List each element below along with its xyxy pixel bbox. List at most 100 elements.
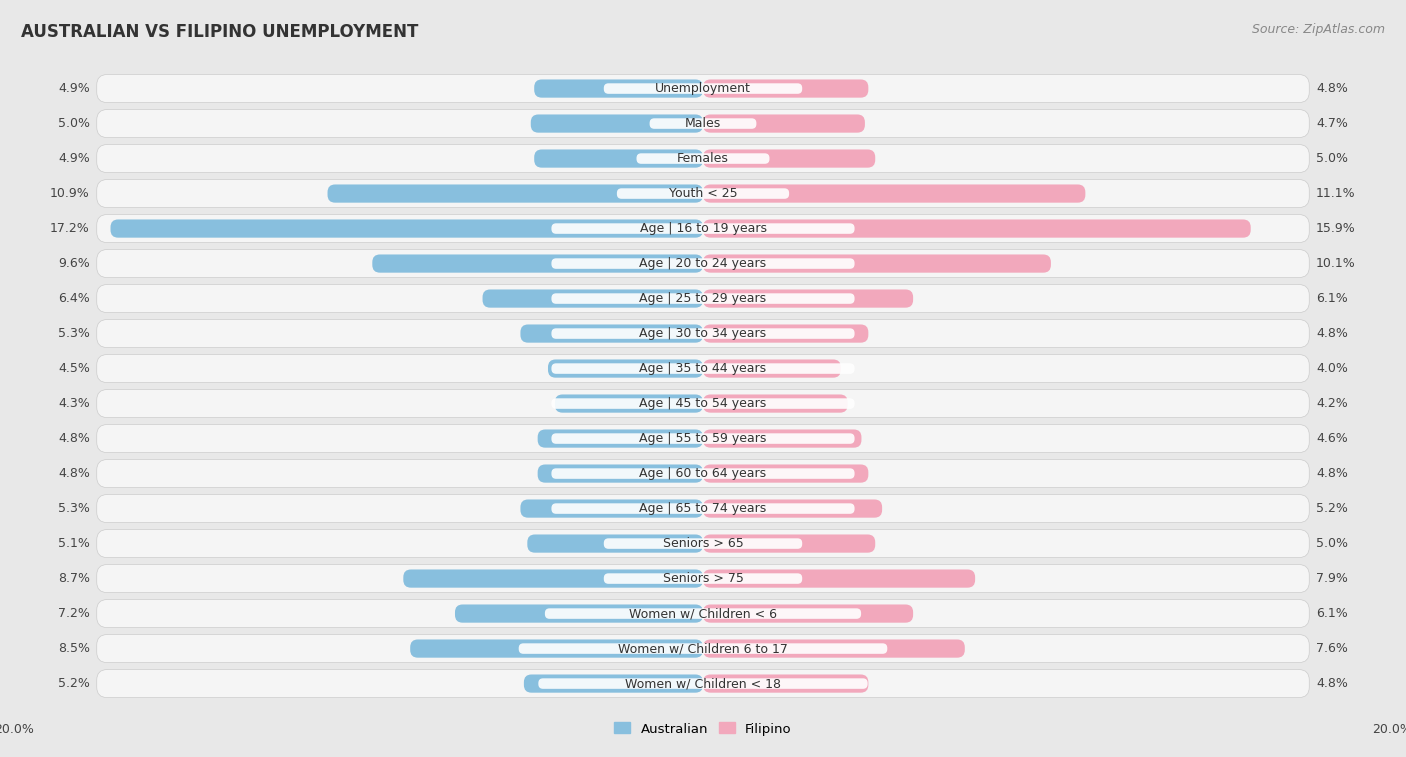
Text: 11.1%: 11.1% xyxy=(1316,187,1355,200)
Text: 7.9%: 7.9% xyxy=(1316,572,1348,585)
FancyBboxPatch shape xyxy=(555,394,703,413)
Text: 9.6%: 9.6% xyxy=(58,257,90,270)
FancyBboxPatch shape xyxy=(97,565,1309,593)
FancyBboxPatch shape xyxy=(703,289,912,307)
FancyBboxPatch shape xyxy=(527,534,703,553)
FancyBboxPatch shape xyxy=(97,110,1309,138)
FancyBboxPatch shape xyxy=(703,325,869,343)
FancyBboxPatch shape xyxy=(548,360,703,378)
FancyBboxPatch shape xyxy=(703,605,912,623)
FancyBboxPatch shape xyxy=(703,465,869,483)
Text: 4.9%: 4.9% xyxy=(58,82,90,95)
Text: Age | 60 to 64 years: Age | 60 to 64 years xyxy=(640,467,766,480)
FancyBboxPatch shape xyxy=(551,398,855,409)
FancyBboxPatch shape xyxy=(97,530,1309,558)
FancyBboxPatch shape xyxy=(97,354,1309,382)
FancyBboxPatch shape xyxy=(537,465,703,483)
FancyBboxPatch shape xyxy=(703,254,1050,273)
Text: 4.6%: 4.6% xyxy=(1316,432,1348,445)
FancyBboxPatch shape xyxy=(703,569,976,587)
Text: 17.2%: 17.2% xyxy=(51,222,90,235)
FancyBboxPatch shape xyxy=(97,600,1309,628)
FancyBboxPatch shape xyxy=(703,534,875,553)
Text: 5.1%: 5.1% xyxy=(58,537,90,550)
Text: 5.0%: 5.0% xyxy=(1316,152,1348,165)
FancyBboxPatch shape xyxy=(520,325,703,343)
FancyBboxPatch shape xyxy=(97,634,1309,662)
FancyBboxPatch shape xyxy=(97,459,1309,488)
FancyBboxPatch shape xyxy=(97,425,1309,453)
FancyBboxPatch shape xyxy=(637,154,769,164)
Text: Females: Females xyxy=(678,152,728,165)
Text: 6.1%: 6.1% xyxy=(1316,292,1348,305)
Text: Seniors > 65: Seniors > 65 xyxy=(662,537,744,550)
Text: 5.0%: 5.0% xyxy=(1316,537,1348,550)
FancyBboxPatch shape xyxy=(328,185,703,203)
Text: 10.9%: 10.9% xyxy=(51,187,90,200)
Text: Seniors > 75: Seniors > 75 xyxy=(662,572,744,585)
Text: Age | 35 to 44 years: Age | 35 to 44 years xyxy=(640,362,766,375)
FancyBboxPatch shape xyxy=(551,293,855,304)
Text: Age | 45 to 54 years: Age | 45 to 54 years xyxy=(640,397,766,410)
Text: Women w/ Children 6 to 17: Women w/ Children 6 to 17 xyxy=(619,642,787,655)
Text: Age | 20 to 24 years: Age | 20 to 24 years xyxy=(640,257,766,270)
Text: 4.0%: 4.0% xyxy=(1316,362,1348,375)
FancyBboxPatch shape xyxy=(703,360,841,378)
FancyBboxPatch shape xyxy=(97,494,1309,522)
Text: Source: ZipAtlas.com: Source: ZipAtlas.com xyxy=(1251,23,1385,36)
Text: Age | 30 to 34 years: Age | 30 to 34 years xyxy=(640,327,766,340)
FancyBboxPatch shape xyxy=(482,289,703,307)
Text: 4.2%: 4.2% xyxy=(1316,397,1348,410)
Text: 6.4%: 6.4% xyxy=(58,292,90,305)
Text: 7.2%: 7.2% xyxy=(58,607,90,620)
FancyBboxPatch shape xyxy=(703,394,848,413)
Text: Youth < 25: Youth < 25 xyxy=(669,187,737,200)
FancyBboxPatch shape xyxy=(97,145,1309,173)
FancyBboxPatch shape xyxy=(703,429,862,447)
Text: 8.7%: 8.7% xyxy=(58,572,90,585)
FancyBboxPatch shape xyxy=(97,74,1309,102)
FancyBboxPatch shape xyxy=(603,573,803,584)
FancyBboxPatch shape xyxy=(97,670,1309,698)
FancyBboxPatch shape xyxy=(546,609,860,618)
FancyBboxPatch shape xyxy=(703,114,865,132)
FancyBboxPatch shape xyxy=(534,79,703,98)
FancyBboxPatch shape xyxy=(520,500,703,518)
Text: 5.3%: 5.3% xyxy=(58,327,90,340)
Text: 4.3%: 4.3% xyxy=(58,397,90,410)
FancyBboxPatch shape xyxy=(537,429,703,447)
Text: 4.9%: 4.9% xyxy=(58,152,90,165)
FancyBboxPatch shape xyxy=(538,678,868,689)
FancyBboxPatch shape xyxy=(703,185,1085,203)
Legend: Australian, Filipino: Australian, Filipino xyxy=(609,717,797,741)
FancyBboxPatch shape xyxy=(97,250,1309,278)
Text: 15.9%: 15.9% xyxy=(1316,222,1355,235)
Text: 4.8%: 4.8% xyxy=(1316,467,1348,480)
FancyBboxPatch shape xyxy=(519,643,887,654)
Text: 4.8%: 4.8% xyxy=(58,432,90,445)
FancyBboxPatch shape xyxy=(534,149,703,167)
FancyBboxPatch shape xyxy=(404,569,703,587)
Text: 5.2%: 5.2% xyxy=(1316,502,1348,515)
FancyBboxPatch shape xyxy=(703,220,1251,238)
Text: Women w/ Children < 6: Women w/ Children < 6 xyxy=(628,607,778,620)
FancyBboxPatch shape xyxy=(531,114,703,132)
FancyBboxPatch shape xyxy=(97,285,1309,313)
Text: 6.1%: 6.1% xyxy=(1316,607,1348,620)
FancyBboxPatch shape xyxy=(703,674,869,693)
Text: 4.8%: 4.8% xyxy=(1316,327,1348,340)
Text: 5.3%: 5.3% xyxy=(58,502,90,515)
FancyBboxPatch shape xyxy=(551,223,855,234)
FancyBboxPatch shape xyxy=(650,118,756,129)
FancyBboxPatch shape xyxy=(603,83,803,94)
Text: AUSTRALIAN VS FILIPINO UNEMPLOYMENT: AUSTRALIAN VS FILIPINO UNEMPLOYMENT xyxy=(21,23,419,41)
Text: Males: Males xyxy=(685,117,721,130)
FancyBboxPatch shape xyxy=(97,319,1309,347)
Text: 10.1%: 10.1% xyxy=(1316,257,1355,270)
Text: 4.8%: 4.8% xyxy=(58,467,90,480)
Text: 4.8%: 4.8% xyxy=(1316,82,1348,95)
Text: Unemployment: Unemployment xyxy=(655,82,751,95)
FancyBboxPatch shape xyxy=(703,500,882,518)
FancyBboxPatch shape xyxy=(524,674,703,693)
Text: 7.6%: 7.6% xyxy=(1316,642,1348,655)
